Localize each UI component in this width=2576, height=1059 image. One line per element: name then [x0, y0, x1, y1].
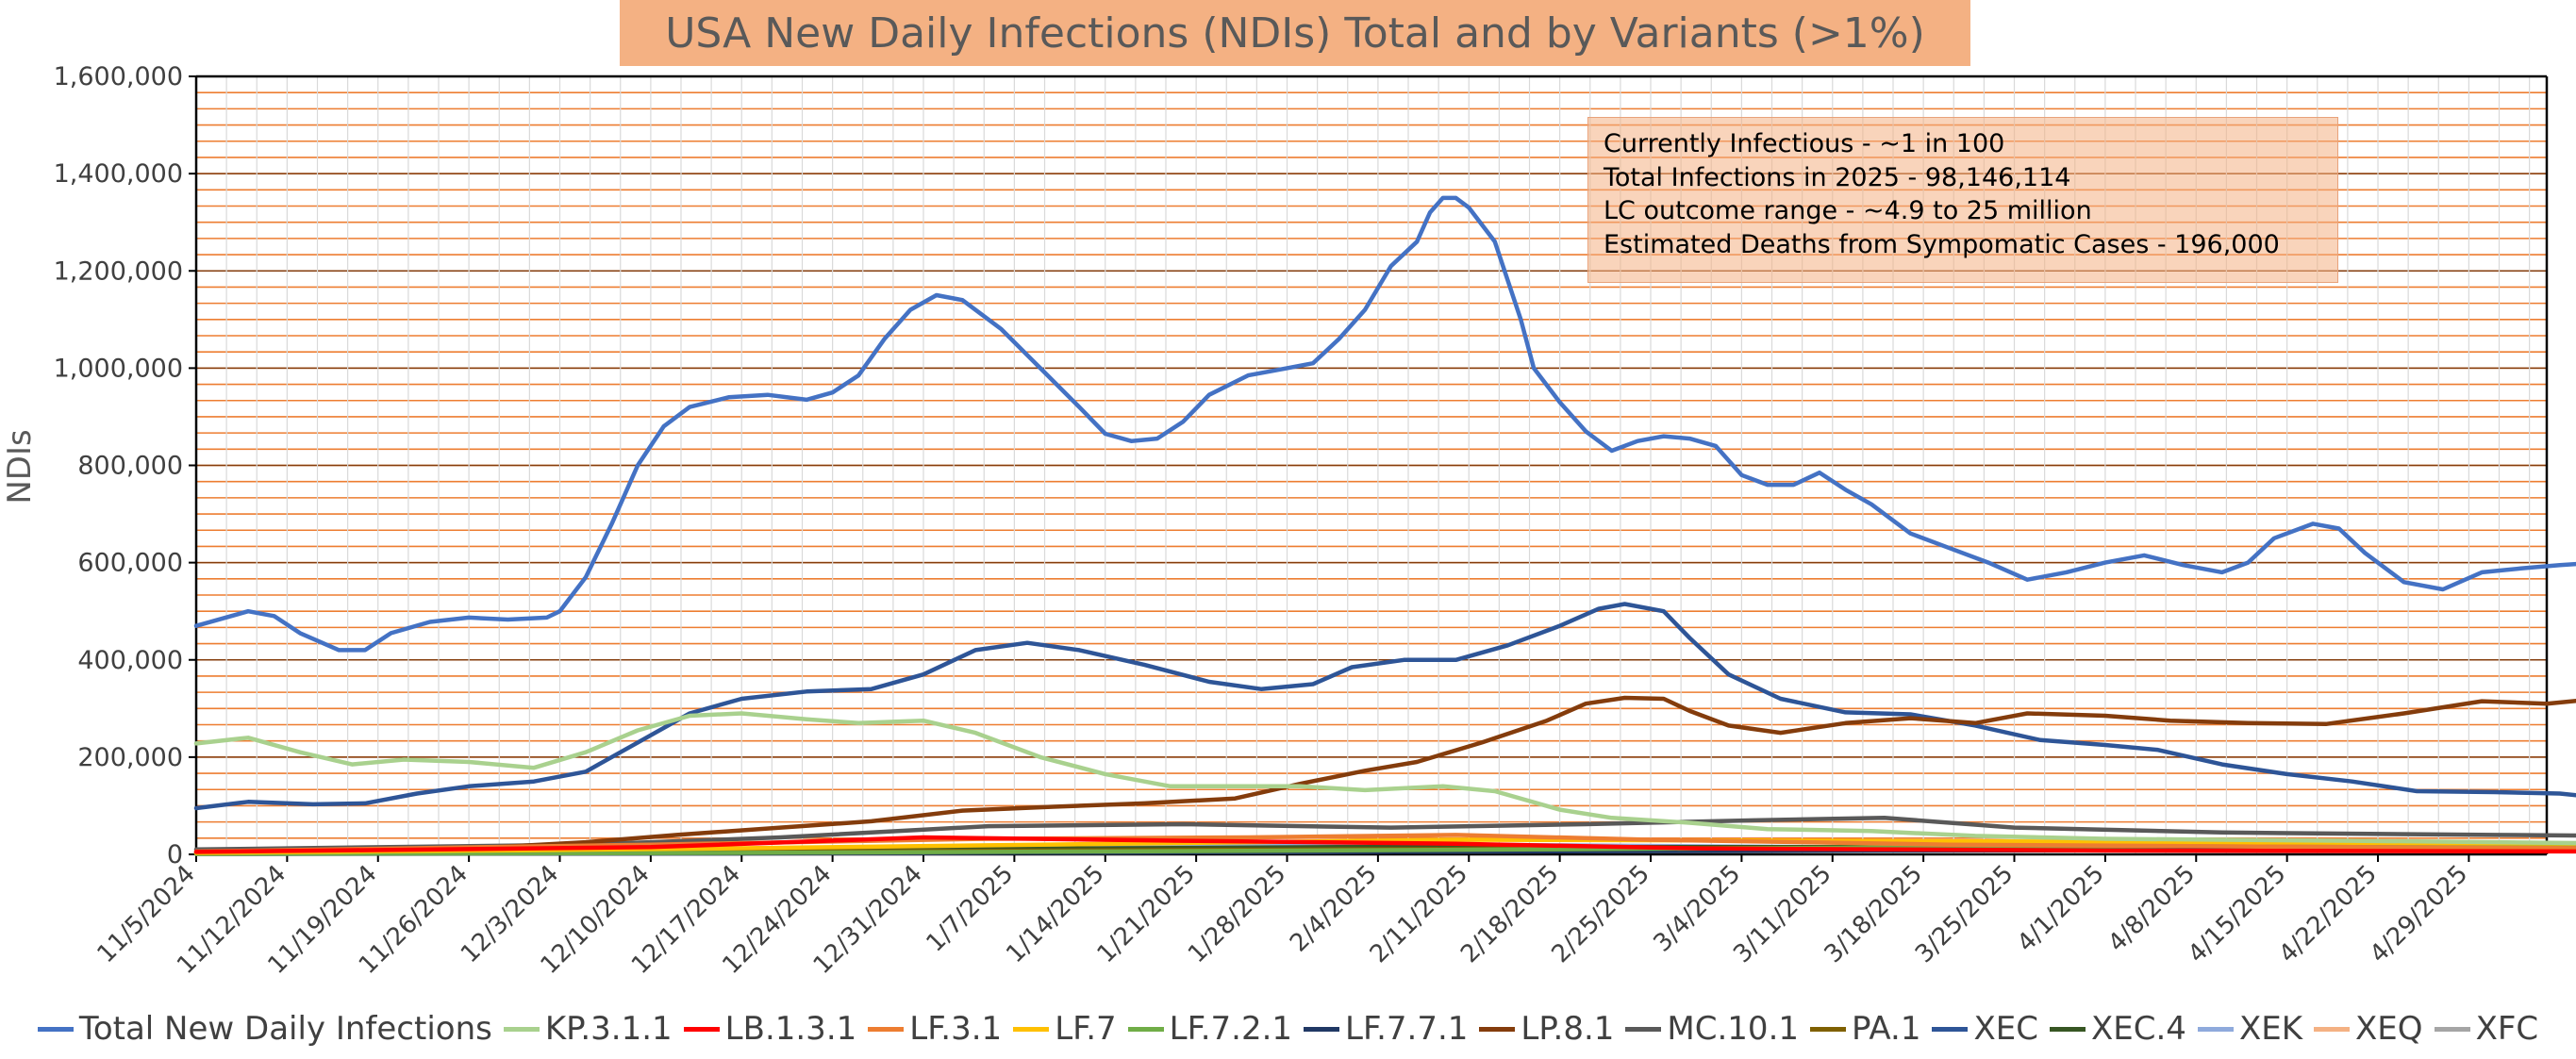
x-tick-label: 1/21/2025 [1092, 860, 1201, 968]
y-tick-label: 800,000 [77, 452, 183, 481]
legend-label: MC.10.1 [1667, 1010, 1800, 1048]
legend-item: Total New Daily Infections [37, 1010, 492, 1048]
x-tick-label: 4/15/2025 [2183, 860, 2291, 968]
legend-label: LF.7.2.1 [1169, 1010, 1293, 1048]
legend-item: MC.10.1 [1625, 1010, 1799, 1048]
legend-label: KP.3.1.1 [544, 1010, 673, 1048]
series-line-kp-3-1-1 [193, 711, 2576, 846]
legend-label: XEQ [2355, 1010, 2423, 1048]
legend-swatch [1625, 1026, 1662, 1032]
legend-label: XEC [1973, 1010, 2038, 1048]
legend-swatch [868, 1026, 905, 1032]
x-tick-label: 2/18/2025 [1455, 860, 1564, 968]
legend-item: PA.1 [1810, 1010, 1920, 1048]
legend-item: LB.1.3.1 [683, 1010, 857, 1048]
y-tick-label: 600,000 [77, 549, 183, 578]
legend-label: LF.3.1 [909, 1010, 1003, 1048]
legend-label: LF.7.7.1 [1345, 1010, 1469, 1048]
x-tick-label: 1/14/2025 [1001, 860, 1109, 968]
legend-swatch [1932, 1026, 1969, 1032]
y-tick-label: 1,600,000 [54, 62, 183, 91]
legend-item: LF.7.2.1 [1127, 1010, 1293, 1048]
x-tick-label: 3/4/2025 [1649, 860, 1747, 958]
legend-label: XEC.4 [2090, 1010, 2186, 1048]
x-tick-label: 2/25/2025 [1546, 860, 1654, 968]
legend-label: Total New Daily Infections [78, 1010, 492, 1048]
legend-item: XEC.4 [2049, 1010, 2186, 1048]
legend-swatch [2197, 1026, 2234, 1032]
series-lines [193, 195, 2576, 856]
legend-swatch [2049, 1026, 2086, 1032]
legend-item: KP.3.1.1 [503, 1010, 673, 1048]
legend-swatch [1479, 1026, 1516, 1032]
legend-swatch [2434, 1026, 2470, 1032]
annotation-line: Estimated Deaths from Sympomatic Cases -… [1604, 229, 2280, 259]
y-tick-label: 0 [167, 840, 183, 869]
annotation-box: Currently Infectious - ~1 in 100 Total I… [1587, 117, 2338, 283]
series-line-xec [193, 602, 2576, 811]
annotation-line: LC outcome range - ~4.9 to 25 million [1604, 196, 2092, 225]
legend-item: LF.3.1 [868, 1010, 1002, 1048]
x-tick-label: 3/11/2025 [1728, 860, 1836, 968]
series-line-total-new-daily-infections [193, 195, 2576, 653]
legend-swatch [683, 1026, 720, 1032]
chart-title: USA New Daily Infections (NDIs) Total an… [665, 8, 1925, 58]
legend: Total New Daily Infections KP.3.1.1 LB.1.3… [0, 1005, 2576, 1052]
legend-item: LF.7.7.1 [1304, 1010, 1468, 1048]
legend-swatch [1304, 1026, 1340, 1032]
y-tick-label: 400,000 [77, 646, 183, 675]
legend-swatch [1013, 1026, 1050, 1032]
legend-swatch [37, 1026, 74, 1032]
series-line-lp-8-1 [193, 695, 2576, 854]
legend-item: XEK [2197, 1010, 2303, 1048]
legend-item: LF.7 [1013, 1010, 1117, 1048]
legend-label: XFC [2475, 1010, 2539, 1048]
x-tick-label: 1/7/2025 [922, 860, 1020, 958]
y-tick-label: 200,000 [77, 743, 183, 772]
y-tick-label: 1,400,000 [54, 159, 183, 189]
y-axis-label: NDIs [1, 429, 39, 504]
legend-item: XFC [2434, 1010, 2539, 1048]
x-tick-label: 4/29/2025 [2365, 860, 2473, 968]
legend-swatch [1810, 1026, 1847, 1032]
legend-label: PA.1 [1852, 1010, 1921, 1048]
x-tick-label: 3/25/2025 [1910, 860, 2019, 968]
legend-swatch [2314, 1026, 2351, 1032]
x-tick-label: 2/4/2025 [1285, 860, 1383, 958]
x-tick-label: 1/28/2025 [1183, 860, 1291, 968]
x-tick-label: 4/1/2025 [2012, 860, 2110, 958]
legend-swatch [503, 1026, 540, 1032]
x-tick-label: 2/11/2025 [1365, 860, 1473, 968]
chart-title-box: USA New Daily Infections (NDIs) Total an… [620, 0, 1970, 66]
annotation-line: Total Infections in 2025 - 98,146,114 [1604, 162, 2071, 192]
y-tick-label: 1,000,000 [54, 354, 183, 383]
legend-swatch [1127, 1026, 1164, 1032]
x-tick-label: 4/8/2025 [2102, 860, 2201, 958]
legend-label: LF.7 [1055, 1010, 1117, 1048]
x-tick-label: 3/18/2025 [1820, 860, 1928, 968]
legend-label: LB.1.3.1 [724, 1010, 857, 1048]
series-line-lb-1-3-1 [193, 835, 2576, 854]
legend-label: XEK [2238, 1010, 2303, 1048]
annotation-line: Currently Infectious - ~1 in 100 [1604, 129, 2005, 158]
y-tick-label: 1,200,000 [54, 256, 183, 286]
legend-item: LP.8.1 [1479, 1010, 1614, 1048]
x-tick-label: 4/22/2025 [2273, 860, 2382, 968]
legend-item: XEQ [2314, 1010, 2423, 1048]
legend-label: LP.8.1 [1521, 1010, 1615, 1048]
series-line-mc-10-1 [193, 816, 2576, 852]
legend-item: XEC [1932, 1010, 2038, 1048]
